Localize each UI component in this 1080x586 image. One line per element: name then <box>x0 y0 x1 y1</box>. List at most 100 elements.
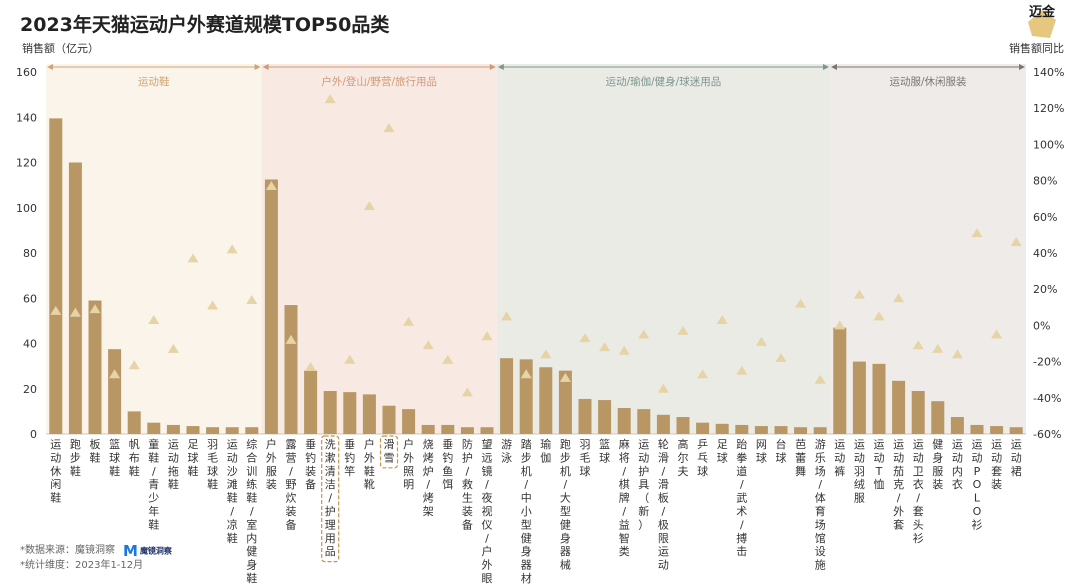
group-label: 运动服/休闲服装 <box>889 75 967 88</box>
yoy-marker <box>618 345 630 355</box>
bar <box>931 401 945 434</box>
category-label: 跑步机/大型健身器械 <box>560 437 571 572</box>
yoy-marker <box>69 307 81 317</box>
bar <box>225 427 239 434</box>
source-brand-name: 魔镜洞察 <box>139 546 172 556</box>
category-label: 乒乓球 <box>697 438 708 478</box>
y2-tick-label: 140% <box>1033 66 1064 79</box>
y-axis-label: 销售额（亿元） <box>22 42 99 55</box>
yoy-marker <box>520 369 532 379</box>
y-tick-label: 80 <box>23 247 37 260</box>
y-tick-label: 100 <box>16 202 37 215</box>
bar <box>656 414 670 434</box>
yoy-marker <box>363 200 375 210</box>
group-background <box>261 64 497 434</box>
yoy-marker <box>736 365 748 375</box>
category-label: 轮滑/滑板/极限运动 <box>658 437 669 572</box>
group-arrow-right <box>489 64 496 70</box>
category-label: 帆布鞋 <box>129 437 140 478</box>
bar <box>676 417 690 434</box>
yoy-marker <box>89 304 101 314</box>
category-label: 垂钓装备 <box>305 438 316 491</box>
category-label: 露营/野炊装备 <box>286 438 297 531</box>
yoy-marker <box>226 244 238 254</box>
group-background <box>496 64 830 434</box>
yoy-marker <box>834 320 846 330</box>
category-label: 台球 <box>776 437 787 464</box>
y2-tick-label: -40% <box>1033 392 1061 405</box>
yoy-marker <box>305 362 317 372</box>
category-highlight-box <box>379 435 399 469</box>
yoy-marker <box>893 293 905 303</box>
group-background <box>46 64 262 434</box>
y2-tick-label: 40% <box>1033 247 1057 260</box>
category-label: 网球 <box>756 438 767 464</box>
y-tick-label: 20 <box>23 383 37 396</box>
yoy-marker <box>148 314 160 324</box>
y2-tick-label: -20% <box>1033 356 1061 369</box>
category-label: 游泳 <box>501 438 512 464</box>
y-tick-label: 140 <box>16 111 37 124</box>
category-label: 篮球 <box>599 437 610 464</box>
bar <box>147 422 161 434</box>
group-arrow-left <box>497 64 504 70</box>
category-label: 跑步鞋 <box>70 437 81 478</box>
category-label: 高尔夫 <box>678 437 689 478</box>
yoy-marker <box>383 123 395 133</box>
bar <box>362 394 376 434</box>
bar <box>206 427 220 434</box>
category-label: 健身服装 <box>932 438 943 491</box>
category-label: 运动套装 <box>991 438 1002 491</box>
category-label: 踏步机/中小型健身器材 <box>521 437 532 585</box>
bar <box>735 424 749 434</box>
yoy-marker <box>991 329 1003 339</box>
category-label: 垂钓鱼饵 <box>442 438 453 491</box>
bar <box>441 424 455 434</box>
yoy-marker <box>912 340 924 350</box>
bar <box>323 391 337 434</box>
y-tick-label: 120 <box>16 157 37 170</box>
bar <box>500 358 514 434</box>
category-label: 足球鞋 <box>188 438 199 478</box>
bar <box>578 398 592 434</box>
category-label: 滑雪 <box>384 438 395 464</box>
bar <box>1009 427 1023 434</box>
category-label: 板鞋 <box>90 437 101 464</box>
bar <box>402 409 416 434</box>
yoy-marker <box>285 334 297 344</box>
category-label: 防护/救生装备 <box>462 437 473 531</box>
category-label: 综合训练鞋/室内健身鞋 <box>246 437 257 585</box>
category-label: 户外服装 <box>266 437 277 491</box>
yoy-marker <box>971 228 983 238</box>
group-arrow-right <box>254 64 261 70</box>
yoy-marker <box>403 316 415 326</box>
bar <box>460 427 474 434</box>
yoy-marker <box>324 94 336 104</box>
y-tick-label: 60 <box>23 292 37 305</box>
category-label: 足球 <box>717 438 728 464</box>
yoy-marker <box>167 343 179 353</box>
category-label: 游乐场/体育场馆设施 <box>815 438 826 572</box>
category-label: 羽毛球鞋 <box>207 438 218 491</box>
chart-title: 2023年天猫运动户外赛道规模TOP50品类 <box>20 14 390 36</box>
category-label: 运动拖鞋 <box>168 438 179 491</box>
bar <box>166 424 180 434</box>
y2-tick-label: -60% <box>1033 428 1061 441</box>
bar <box>382 405 396 434</box>
yoy-marker <box>932 343 944 353</box>
y2-tick-label: 60% <box>1033 211 1057 224</box>
yoy-marker <box>638 329 650 339</box>
y-tick-label: 160 <box>16 66 37 79</box>
yoy-marker <box>559 372 571 382</box>
category-label: 运动 T 恤 <box>874 438 885 491</box>
bar <box>127 411 141 434</box>
bar <box>774 426 788 434</box>
category-label: 羽毛球 <box>580 438 591 478</box>
source-note: *数据来源：魔镜洞察 <box>20 545 115 556</box>
y-tick-label: 0 <box>30 428 37 441</box>
yoy-marker <box>109 369 121 379</box>
y2-tick-label: 0% <box>1033 319 1050 332</box>
group-arrow-right <box>823 64 829 70</box>
brand-logo: 迈金 <box>1024 6 1060 40</box>
group-arrow-right <box>1019 64 1025 70</box>
